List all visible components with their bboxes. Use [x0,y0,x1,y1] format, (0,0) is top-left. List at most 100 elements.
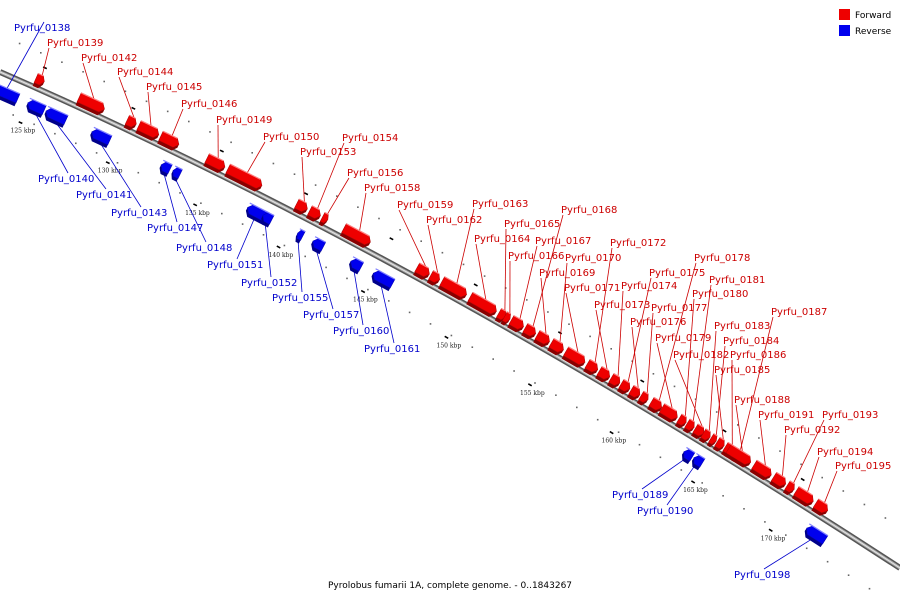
gene-label[interactable]: Pyrfu_0142 [81,53,137,64]
gene-label[interactable]: Pyrfu_0191 [758,410,814,421]
gene-feature[interactable] [595,366,612,385]
gene-feature[interactable] [318,211,331,227]
gene-label[interactable]: Pyrfu_0168 [561,205,617,216]
gene-feature[interactable] [88,126,113,149]
gene-feature[interactable] [224,163,264,193]
gene-feature[interactable] [712,436,727,453]
gene-label[interactable]: Pyrfu_0143 [111,208,167,219]
gene-label[interactable]: Pyrfu_0198 [734,570,790,581]
gene-feature[interactable] [616,378,632,396]
gene-feature[interactable] [626,384,643,402]
gene-label[interactable]: Pyrfu_0166 [508,251,564,262]
gene-label[interactable]: Pyrfu_0185 [714,365,770,376]
gene-label[interactable]: Pyrfu_0194 [817,447,873,458]
gene-label[interactable]: Pyrfu_0175 [649,268,705,279]
gene-feature[interactable] [647,396,664,415]
gene-feature[interactable] [123,114,139,131]
gene-label[interactable]: Pyrfu_0178 [694,253,750,264]
gene-label[interactable]: Pyrfu_0186 [730,350,786,361]
gene-label[interactable]: Pyrfu_0167 [535,236,591,247]
gene-label[interactable]: Pyrfu_0165 [504,219,560,230]
gene-label[interactable]: Pyrfu_0181 [709,275,765,286]
gene-label[interactable]: Pyrfu_0187 [771,307,827,318]
gene-feature[interactable] [749,459,774,482]
gene-label[interactable]: Pyrfu_0176 [630,317,686,328]
gene-label[interactable]: Pyrfu_0189 [612,490,668,501]
gene-feature[interactable] [533,329,552,349]
gene-label[interactable]: Pyrfu_0151 [207,260,263,271]
gene-feature[interactable] [689,453,706,471]
gene-label[interactable]: Pyrfu_0179 [655,333,711,344]
gene-label[interactable]: Pyrfu_0174 [621,281,677,292]
gene-label[interactable]: Pyrfu_0180 [692,289,748,300]
gene-feature[interactable] [606,373,622,391]
gene-label[interactable]: Pyrfu_0145 [146,82,202,93]
gene-label[interactable]: Pyrfu_0164 [474,234,530,245]
gene-feature[interactable] [698,428,713,445]
gene-feature[interactable] [369,268,396,292]
gene-feature[interactable] [682,418,697,435]
gene-feature[interactable] [679,446,696,465]
gene-label[interactable]: Pyrfu_0153 [300,147,356,158]
gene-label[interactable]: Pyrfu_0140 [38,174,94,185]
gene-label[interactable]: Pyrfu_0160 [333,326,389,337]
gene-label[interactable]: Pyrfu_0152 [241,278,297,289]
gene-label[interactable]: Pyrfu_0171 [564,283,620,294]
gene-feature[interactable] [0,81,21,107]
gene-feature[interactable] [802,523,829,548]
gene-label[interactable]: Pyrfu_0159 [397,200,453,211]
gene-label[interactable]: Pyrfu_0183 [714,321,770,332]
gene-feature[interactable] [466,291,499,318]
gene-feature[interactable] [426,270,442,288]
gene-feature[interactable] [521,322,538,341]
gene-label[interactable]: Pyrfu_0172 [610,238,666,249]
gene-feature[interactable] [32,72,47,90]
gene-feature[interactable] [674,413,689,430]
gene-feature[interactable] [507,315,526,335]
gene-label[interactable]: Pyrfu_0184 [723,336,779,347]
gene-feature[interactable] [413,262,432,282]
gene-label[interactable]: Pyrfu_0162 [426,215,482,226]
gene-feature[interactable] [305,205,323,224]
gene-feature[interactable] [706,433,719,449]
gene-label[interactable]: Pyrfu_0177 [651,303,707,314]
gene-feature[interactable] [347,256,364,275]
gene-feature[interactable] [339,223,373,250]
gene-label[interactable]: Pyrfu_0138 [14,23,70,34]
gene-label[interactable]: Pyrfu_0161 [364,344,420,355]
gene-label[interactable]: Pyrfu_0146 [181,99,237,110]
gene-feature[interactable] [135,120,161,143]
gene-label[interactable]: Pyrfu_0158 [364,183,420,194]
gene-feature[interactable] [294,228,306,244]
gene-feature[interactable] [691,423,707,441]
gene-label[interactable]: Pyrfu_0192 [784,425,840,436]
gene-feature[interactable] [157,130,181,152]
gene-label[interactable]: Pyrfu_0147 [147,223,203,234]
gene-feature[interactable] [636,390,651,407]
gene-feature[interactable] [500,311,513,327]
gene-feature[interactable] [259,210,275,228]
gene-label[interactable]: Pyrfu_0154 [342,133,398,144]
gene-feature[interactable] [169,165,183,182]
gene-label[interactable]: Pyrfu_0193 [822,410,878,421]
gene-feature[interactable] [292,198,310,217]
gene-feature[interactable] [309,236,327,255]
gene-label[interactable]: Pyrfu_0144 [117,67,173,78]
gene-feature[interactable] [561,346,588,370]
gene-feature[interactable] [24,97,47,118]
gene-feature[interactable] [782,480,797,497]
gene-label[interactable]: Pyrfu_0169 [539,268,595,279]
gene-feature[interactable] [203,153,227,175]
gene-label[interactable]: Pyrfu_0155 [272,293,328,304]
gene-feature[interactable] [811,498,830,518]
gene-label[interactable]: Pyrfu_0156 [347,168,403,179]
gene-label[interactable]: Pyrfu_0170 [565,253,621,264]
gene-label[interactable]: Pyrfu_0188 [734,395,790,406]
gene-feature[interactable] [157,159,173,177]
gene-label[interactable]: Pyrfu_0148 [176,243,232,254]
gene-label[interactable]: Pyrfu_0195 [835,461,891,472]
gene-feature[interactable] [42,105,69,128]
gene-label[interactable]: Pyrfu_0150 [263,132,319,143]
gene-feature[interactable] [583,358,600,377]
gene-label[interactable]: Pyrfu_0190 [637,506,693,517]
